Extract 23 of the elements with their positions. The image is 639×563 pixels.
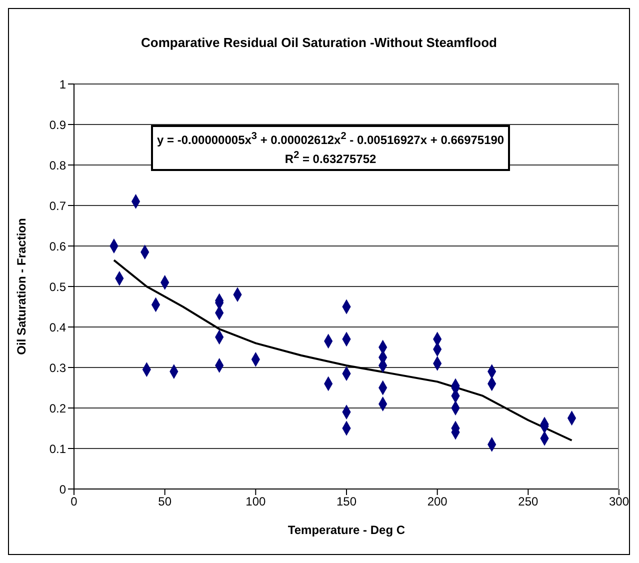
x-tick-label: 300	[608, 494, 630, 509]
x-tick-label: 100	[246, 494, 266, 509]
x-axis-title: Temperature - Deg C	[288, 523, 406, 537]
x-tick-label: 200	[427, 494, 448, 509]
y-tick-label: 0.7	[49, 198, 66, 213]
y-tick-label: 1	[59, 77, 66, 92]
annotation: y = -0.00000005x$^{3}$ + 0.00002612x$^{2}$ - 0.00516927x + 0.66975190	[157, 130, 504, 148]
y-tick-label: 0	[59, 482, 66, 496]
y-tick-label: 0.8	[49, 158, 66, 172]
y-tick-label: 0.1	[49, 442, 66, 456]
x-tick-label: 0	[70, 494, 78, 509]
y-tick-label: 0.6	[49, 239, 66, 254]
y-axis-title: Oil Saturation - Fraction	[14, 218, 28, 355]
x-tick-label: 250	[518, 494, 538, 509]
y-tick-label: 0.2	[49, 401, 66, 416]
y-tick-label: 0.5	[49, 280, 66, 294]
x-tick-label: 150	[336, 494, 357, 509]
x-tick-label: 50	[158, 494, 172, 509]
y-tick-label: 0.3	[49, 360, 66, 375]
annotation: R$^{2}$ = 0.63275752	[284, 149, 378, 167]
y-tick-label: 0.9	[49, 118, 66, 132]
chart-title: Comparative Residual Oil Saturation -Without Steamflood	[140, 35, 498, 50]
y-tick-label: 0.4	[49, 320, 66, 334]
